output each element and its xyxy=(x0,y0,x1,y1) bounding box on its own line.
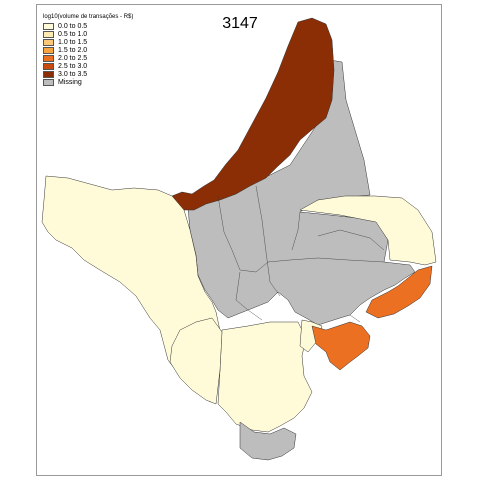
region-southwest-low[interactable] xyxy=(169,317,223,405)
legend-label: 2.0 to 2.5 xyxy=(58,54,88,62)
legend-entry: 1.5 to 2.0 xyxy=(43,46,133,54)
legend-swatch xyxy=(43,70,54,78)
legend-entry: 2.5 to 3.0 xyxy=(43,62,133,70)
map-legend: log10(volume de transações - R$) 0.0 to … xyxy=(43,14,133,86)
legend-swatch xyxy=(43,30,54,38)
legend-entry: Missing xyxy=(43,78,133,86)
legend-swatch xyxy=(43,38,54,46)
region-southeast-mid[interactable] xyxy=(311,321,371,371)
legend-label: 3.0 to 3.5 xyxy=(58,70,88,78)
legend-swatch xyxy=(43,54,54,62)
legend-label: 1.0 to 1.5 xyxy=(58,38,88,46)
legend-label: 2.5 to 3.0 xyxy=(58,62,88,70)
legend-entry: 3.0 to 3.5 xyxy=(43,70,133,78)
legend-swatch xyxy=(43,62,54,70)
legend-swatch xyxy=(43,46,54,54)
legend-entry: 1.0 to 1.5 xyxy=(43,38,133,46)
legend-label: 1.5 to 2.0 xyxy=(58,46,88,54)
legend-title: log10(volume de transações - R$) xyxy=(43,14,134,20)
region-east-low[interactable] xyxy=(299,195,437,266)
legend-swatch xyxy=(43,22,54,30)
region-east-coast-mid[interactable] xyxy=(365,265,433,319)
region-north-high[interactable] xyxy=(171,17,335,211)
legend-entry: 0.5 to 1.0 xyxy=(43,30,133,38)
region-missing-south[interactable] xyxy=(239,421,297,461)
region-south-central-low[interactable] xyxy=(217,321,313,433)
map-title: 3147 xyxy=(222,15,258,32)
legend-label: 0.5 to 1.0 xyxy=(58,30,88,38)
legend-label: Missing xyxy=(58,78,82,86)
legend-label: 0.0 to 0.5 xyxy=(58,22,88,30)
legend-swatch xyxy=(43,78,54,86)
legend-entry: 2.0 to 2.5 xyxy=(43,54,133,62)
internal-boundaries xyxy=(217,185,385,323)
legend-entry: 0.0 to 0.5 xyxy=(43,22,133,30)
